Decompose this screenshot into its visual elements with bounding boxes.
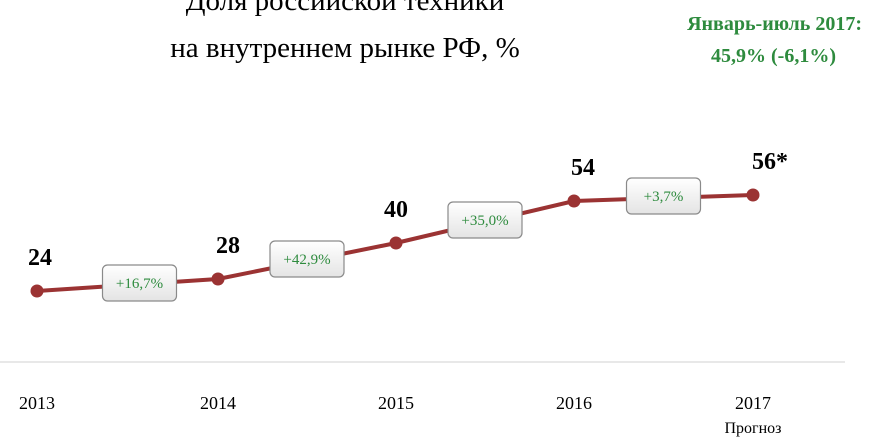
change-box (447, 201, 523, 239)
change-label: +3,7% (644, 189, 684, 205)
point (389, 236, 403, 250)
x-tick-label: 2016 (556, 393, 592, 413)
x-tick-note: Прогноз (725, 420, 782, 437)
point (567, 194, 581, 208)
change-box (101, 264, 178, 302)
change-label: +35,0% (461, 213, 508, 229)
change-box (269, 240, 345, 278)
annotation: 45,9% (-6,1%) (711, 45, 836, 67)
x-tick-label: 2014 (200, 393, 236, 413)
data-label: 56* (752, 149, 788, 175)
change-label: +16,7% (116, 276, 163, 292)
data-label: 24 (28, 245, 52, 271)
x-tick-label: 2017 (735, 393, 771, 413)
change-box (625, 177, 702, 215)
change-label: +42,9% (283, 252, 330, 268)
data-label: 28 (216, 233, 240, 259)
x-tick-label: 2015 (378, 393, 414, 413)
point (30, 284, 44, 298)
point (746, 188, 760, 202)
chart-title: Доля российской техники (186, 0, 505, 17)
data-label: 40 (384, 197, 408, 223)
chart-title: на внутреннем рынке РФ, % (170, 32, 519, 64)
data-label: 54 (571, 155, 595, 181)
point (211, 272, 225, 286)
annotation: Январь-июль 2017: (687, 13, 862, 35)
x-tick-label: 2013 (19, 393, 55, 413)
